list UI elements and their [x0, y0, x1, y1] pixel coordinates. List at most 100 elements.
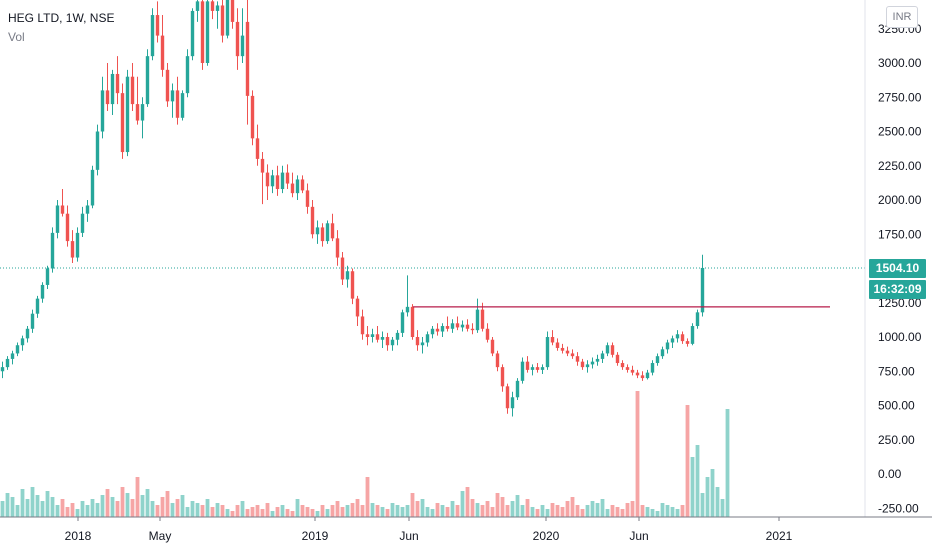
- y-tick-label: 2500.00: [878, 125, 922, 139]
- candle-body: [360, 316, 365, 335]
- candle-body: [500, 367, 505, 387]
- volume-bar: [195, 503, 200, 517]
- candle: [370, 328, 375, 343]
- volume-bar: [220, 505, 225, 517]
- candle-body: [345, 271, 350, 280]
- price-axis[interactable]: 3250.003000.002750.002500.002250.002000.…: [878, 22, 922, 516]
- volume-bar: [145, 489, 150, 517]
- candle-body: [560, 347, 565, 351]
- candle-body: [605, 345, 610, 354]
- candle: [675, 330, 680, 343]
- candle-body: [115, 73, 120, 94]
- y-tick-label: -250.00: [878, 501, 919, 515]
- candle: [60, 189, 65, 217]
- candle-body: [630, 369, 635, 373]
- candle-body: [55, 205, 60, 233]
- volume-bar: [480, 505, 485, 517]
- candle: [10, 350, 15, 365]
- time-axis[interactable]: 2018 May 2019 Jun 2020 Jun 2021: [65, 517, 793, 543]
- volume-bar: [640, 505, 645, 517]
- candle-body: [440, 326, 445, 332]
- volume-bar: [670, 507, 675, 517]
- candle-body: [195, 1, 200, 11]
- volume-bar: [610, 505, 615, 517]
- candle: [565, 346, 570, 357]
- volume-label[interactable]: Vol: [8, 30, 25, 44]
- candle: [440, 323, 445, 337]
- candle-body: [65, 213, 70, 242]
- volume-bar: [85, 505, 90, 517]
- volume-bar: [680, 505, 685, 517]
- candle-body: [160, 35, 165, 70]
- volume-bar: [65, 507, 70, 517]
- legend[interactable]: HEG LTD, 1W, NSE Vol: [8, 9, 114, 47]
- volume-bar: [470, 499, 475, 517]
- candle-body: [225, 0, 230, 36]
- candle-body: [665, 342, 670, 350]
- candle: [135, 76, 140, 125]
- candle-body: [405, 306, 410, 313]
- candle: [40, 282, 45, 303]
- x-tick-label: 2019: [302, 529, 329, 543]
- candle: [560, 343, 565, 354]
- candle: [500, 364, 505, 392]
- symbol-title[interactable]: HEG LTD, 1W, NSE: [8, 11, 115, 25]
- candle: [590, 357, 595, 369]
- candle-body: [5, 358, 10, 368]
- x-tick-label: Jun: [399, 529, 418, 543]
- y-tick-label: 0.00: [878, 467, 902, 481]
- volume-bar: [210, 507, 215, 517]
- candle: [585, 360, 590, 373]
- candle: [300, 175, 305, 194]
- candle-body: [45, 268, 50, 285]
- volume-bar: [620, 509, 625, 517]
- candle-body: [680, 334, 685, 342]
- currency-button[interactable]: INR: [886, 6, 918, 28]
- candle: [530, 364, 535, 376]
- candle-body: [685, 341, 690, 344]
- candle: [50, 227, 55, 273]
- volume-bar: [105, 489, 110, 517]
- candle: [310, 200, 315, 239]
- volume-bar: [230, 511, 235, 517]
- volume-bar: [190, 501, 195, 517]
- candle: [305, 183, 310, 214]
- candle-body: [190, 10, 195, 57]
- volume-bar: [300, 505, 305, 517]
- candle-body: [60, 205, 65, 214]
- volume-bar: [215, 503, 220, 517]
- volume-bar: [400, 507, 405, 517]
- volume-bar: [390, 503, 395, 517]
- candle-body: [315, 227, 320, 235]
- candle: [160, 15, 165, 77]
- volume-bar: [625, 503, 630, 517]
- volume-bar: [15, 505, 20, 517]
- candle: [145, 49, 150, 107]
- candle-body: [185, 56, 190, 94]
- candle: [665, 339, 670, 354]
- x-tick-label: 2018: [65, 529, 92, 543]
- candle: [150, 8, 155, 61]
- candle-body: [575, 356, 580, 362]
- candle-body: [210, 1, 215, 11]
- candle-body: [470, 328, 475, 331]
- candle: [75, 227, 80, 262]
- candle: [405, 275, 410, 317]
- volume-bar: [555, 505, 560, 517]
- candle: [165, 63, 170, 107]
- volume-bar: [665, 505, 670, 517]
- candle-body: [370, 334, 375, 337]
- candle-body: [25, 328, 30, 339]
- candle-body: [335, 238, 340, 258]
- candle: [130, 63, 135, 111]
- candle-body: [325, 223, 330, 242]
- volume-bar: [715, 487, 720, 517]
- candle: [190, 8, 195, 61]
- candle: [465, 319, 470, 332]
- volume-bar: [375, 505, 380, 517]
- volume-bar: [350, 503, 355, 517]
- candle-body: [660, 349, 665, 357]
- candle-body: [290, 183, 295, 194]
